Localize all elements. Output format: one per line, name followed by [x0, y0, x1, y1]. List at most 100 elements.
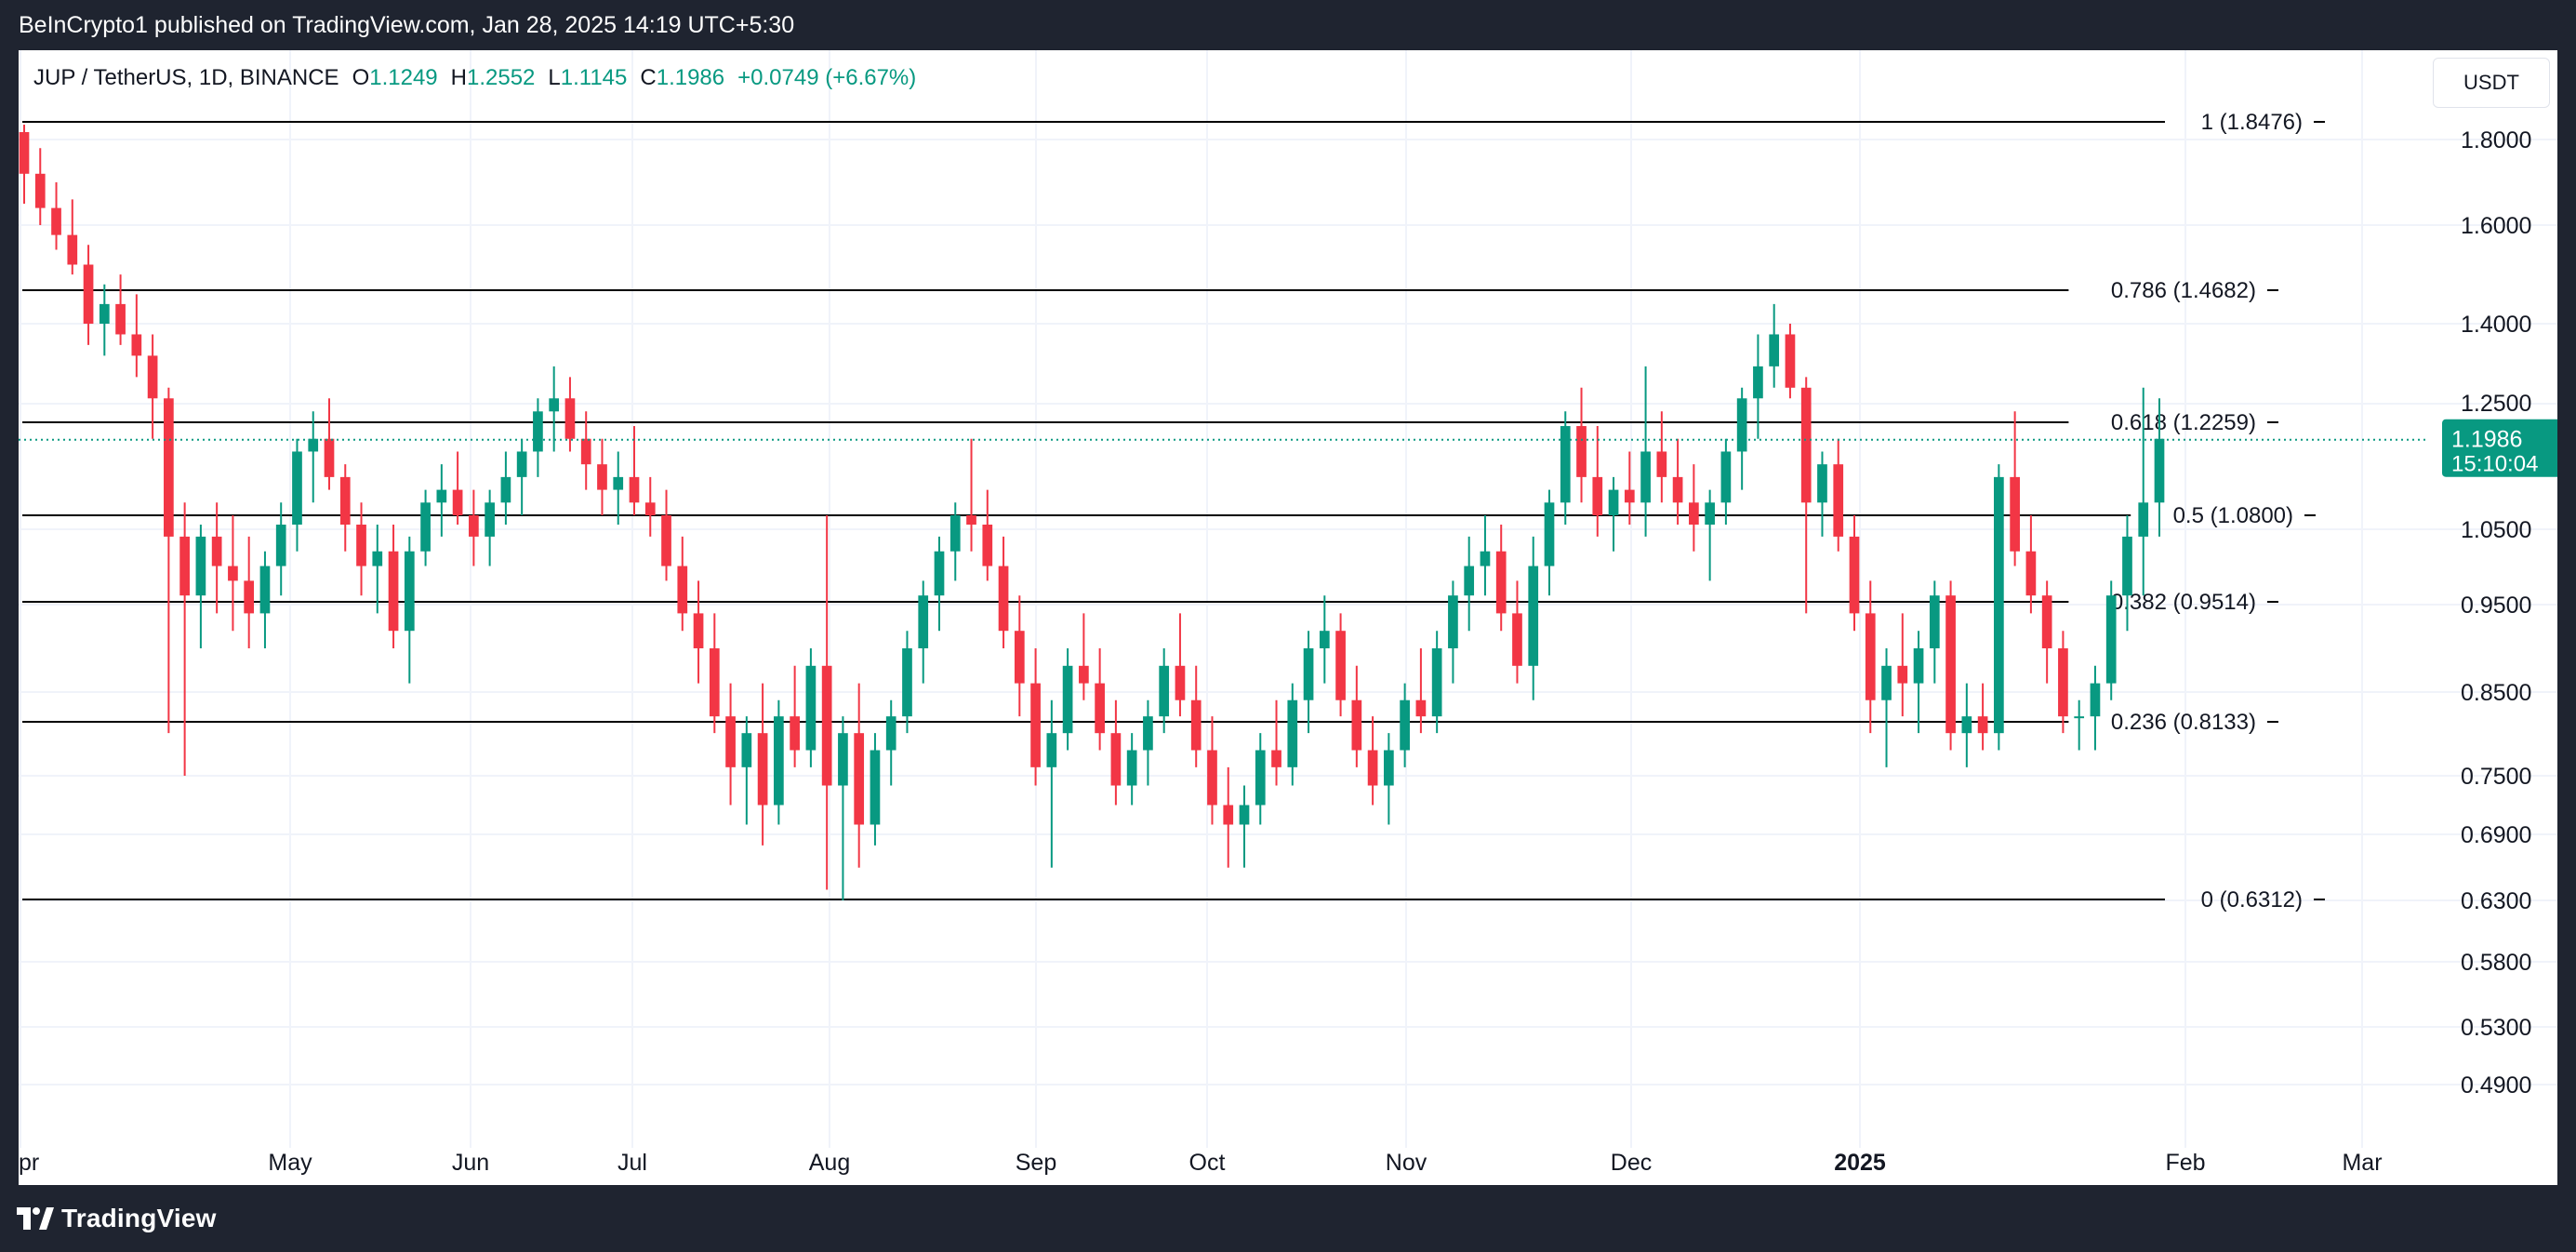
candle-body: [918, 595, 929, 648]
candle-body: [404, 551, 415, 632]
candle-body: [1046, 733, 1057, 767]
low-value: 1.1145: [560, 65, 628, 90]
publisher-header: BeInCrypto1 published on TradingView.com…: [0, 0, 2576, 50]
candle-body: [115, 303, 126, 335]
symbol-name: JUP / TetherUS, 1D, BINANCE: [33, 65, 339, 90]
candle-body: [1672, 476, 1683, 503]
x-axis-tick-label: Jul: [617, 1150, 647, 1176]
candle-body: [67, 234, 78, 265]
candle-body: [131, 334, 142, 356]
candle-body: [1576, 426, 1587, 477]
candle-body: [998, 566, 1009, 632]
candle-body: [259, 566, 271, 614]
candle-body: [1207, 750, 1217, 806]
candle-body: [1689, 502, 1699, 525]
x-axis-tick-label: Aug: [809, 1150, 850, 1176]
candle-body: [1415, 699, 1427, 717]
candle-body: [644, 502, 656, 515]
y-axis-tick-label: 0.6900: [2461, 822, 2531, 848]
close-label: C: [640, 65, 657, 90]
candle-body: [1608, 489, 1619, 515]
candle-body: [949, 515, 961, 552]
candle-body: [693, 613, 704, 648]
candle-body: [1079, 665, 1089, 684]
published-text: BeInCrypto1 published on TradingView.com…: [19, 12, 795, 38]
candle-body: [1705, 502, 1715, 525]
currency-button[interactable]: USDT: [2433, 58, 2550, 108]
fib-level-label: 1 (1.8476): [2201, 110, 2303, 135]
y-axis-tick-label: 1.6000: [2461, 213, 2531, 239]
candle-body: [1897, 665, 1908, 684]
fib-level-label: 0 (0.6312): [2201, 887, 2303, 912]
candle-body: [436, 489, 447, 503]
candle-body: [982, 525, 993, 566]
candle-body: [500, 476, 511, 503]
candle-body: [1095, 683, 1105, 734]
tradingview-logo-icon: [17, 1207, 54, 1230]
candle-body: [1303, 648, 1314, 700]
tradingview-logo[interactable]: TradingView: [17, 1204, 217, 1233]
candle-body: [244, 580, 255, 614]
candle-body: [1817, 464, 1827, 503]
y-axis-tick-label: 0.8500: [2461, 680, 2531, 706]
x-axis-tick-label: pr: [19, 1150, 39, 1176]
candle-body: [1287, 699, 1298, 767]
candle-body: [485, 502, 495, 537]
candle-body: [1110, 733, 1122, 786]
y-axis-tick-label: 1.8000: [2461, 127, 2531, 153]
candle-body: [1175, 665, 1186, 700]
candle-body: [1159, 665, 1170, 717]
candle-body: [356, 525, 366, 566]
candlestick-chart[interactable]: 1 (1.8476) 0.786 (1.4682) 0.618 (1.2259) 0.…: [19, 50, 2557, 1185]
candle-body: [1255, 750, 1266, 806]
chart-panel: 1 (1.8476) 0.786 (1.4682) 0.618 (1.2259) 0.…: [19, 50, 2557, 1185]
candle-body: [661, 515, 671, 566]
candle-body: [870, 750, 881, 825]
fib-level-label: 0.5 (1.0800): [2173, 503, 2293, 528]
candle-body: [934, 551, 945, 596]
y-axis-tick-label: 0.6300: [2461, 888, 2531, 914]
x-axis-tick-label: Nov: [1386, 1150, 1427, 1176]
x-axis-tick-label: Jun: [452, 1150, 489, 1176]
y-axis-tick-label: 0.7500: [2461, 764, 2531, 790]
candle-body: [1480, 551, 1491, 566]
candle-body: [2105, 595, 2117, 684]
candle-body: [1640, 451, 1651, 503]
candle-body: [597, 464, 607, 490]
fib-level-label: 0.618 (1.2259): [2111, 410, 2256, 435]
candle-body: [533, 411, 543, 452]
candle-body: [966, 515, 976, 525]
candle-body: [613, 476, 624, 490]
candle-body: [1720, 451, 1732, 503]
candle-body: [725, 716, 736, 767]
candle-body: [292, 451, 302, 525]
candle-body: [1062, 665, 1073, 734]
candle-body: [1512, 613, 1522, 666]
candle-body: [308, 438, 319, 452]
candle-body: [629, 476, 640, 503]
candle-body: [549, 398, 560, 412]
last-price-badge: [2442, 419, 2557, 477]
candle-body: [1190, 699, 1202, 751]
last-price-value: 1.1986: [2451, 427, 2522, 453]
candle-body: [2041, 595, 2052, 648]
candle-body: [228, 566, 238, 581]
fib-level-label: 0.236 (0.8133): [2111, 710, 2256, 735]
candle-body: [1239, 805, 1250, 825]
x-axis-tick-label: Dec: [1611, 1150, 1652, 1176]
candle-body: [805, 665, 817, 751]
candle-body: [19, 132, 30, 174]
candle-body: [1271, 750, 1281, 767]
candle-body: [99, 303, 110, 324]
candle-body: [1319, 631, 1330, 648]
candle-body: [1560, 426, 1571, 503]
candle-body: [564, 398, 576, 439]
tradingview-brand: TradingView: [61, 1204, 217, 1232]
candle-body: [2122, 536, 2132, 596]
candle-body: [420, 502, 431, 552]
candle-body: [388, 551, 399, 632]
candle-body: [1143, 716, 1153, 751]
footer-bar: TradingView: [0, 1185, 2576, 1252]
candle-body: [1849, 536, 1860, 614]
open-label: O: [352, 65, 370, 90]
